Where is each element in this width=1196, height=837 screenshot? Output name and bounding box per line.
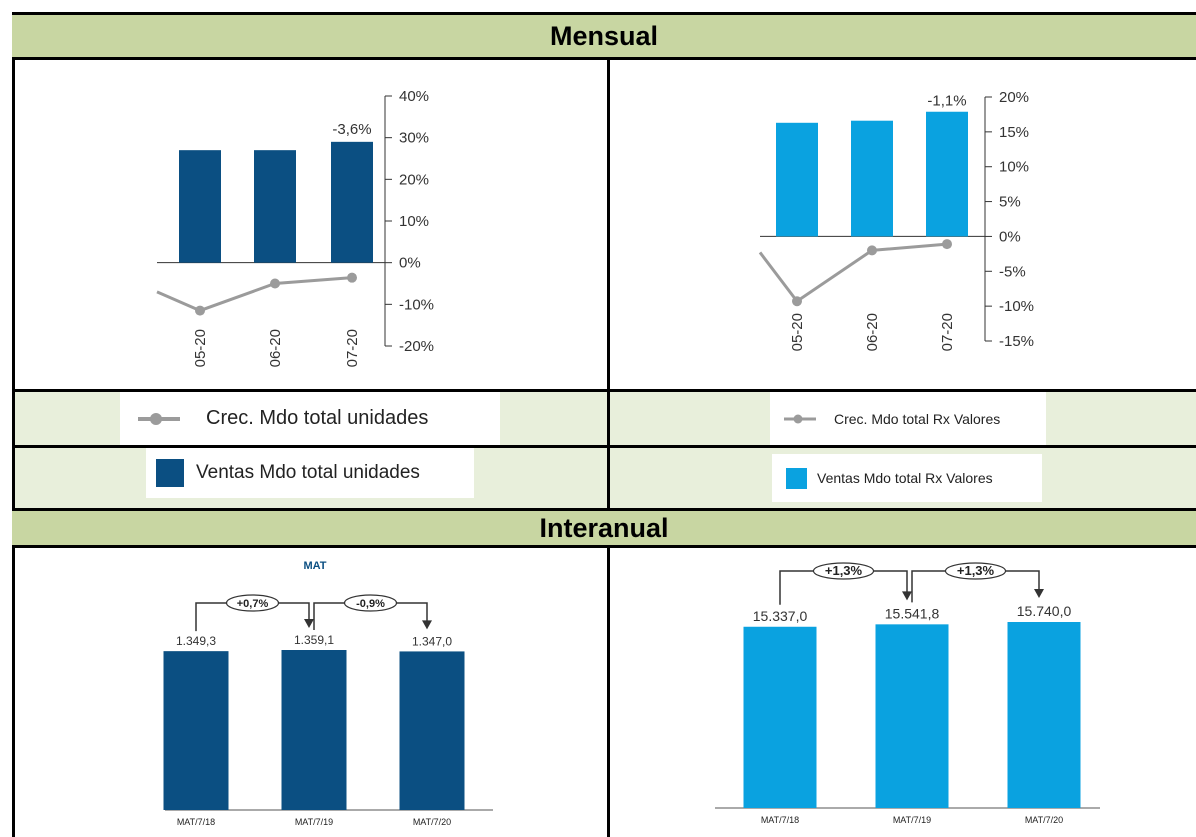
legend-line-marker [784,414,816,423]
change-arrowhead [422,620,432,630]
category-label: 06-20 [267,329,284,367]
category-label: MAT/7/19 [295,817,333,827]
category-label: MAT/7/19 [893,815,931,825]
legend-label-units-bar: Ventas Mdo total unidades [196,462,420,483]
bar-07-20 [926,111,968,237]
change-arrowhead [1034,589,1044,598]
change-label: +1,3% [957,563,995,578]
category-label: MAT/7/20 [413,817,451,827]
y-tick-label: -10% [399,296,434,313]
legend-row-values-bar: Ventas Mdo total Rx Valores [610,448,1196,508]
line-point-05-20 [792,296,802,307]
value-label: 15.740,0 [1017,603,1072,619]
legend-item-values-line: Crec. Mdo total Rx Valores [770,392,1046,445]
bar-MAT/7/18 [163,651,229,810]
y-tick-label: 30% [399,130,429,147]
section-header-annual: Interanual [12,508,1196,548]
legend-row-units-bar: Ventas Mdo total unidades [15,448,607,508]
category-label: 07-20 [344,329,361,367]
chart-monthly-units: 40% 30% 20% 10% 0% -10% -20% -3,6% 05-20 06-20 07-… [156,88,434,367]
change-oval [343,594,398,612]
y-tick-label: 0% [399,255,421,272]
row-divider-1 [12,389,1196,392]
data-label-bg [331,118,373,140]
change-arrowhead [304,619,314,628]
category-label: 05-20 [789,313,806,351]
y-tick-label: -10% [999,298,1034,315]
y-tick-label: -15% [999,333,1034,350]
line-point-06-20 [867,245,877,256]
row-divider-2 [12,445,1196,448]
y-tick-label: 15% [999,124,1029,141]
bar-MAT/7/19 [875,624,949,808]
value-label: 15.337,0 [753,608,808,624]
column-divider-bottom [607,548,610,837]
category-label: 07-20 [939,313,956,351]
y-tick-label: 40% [399,88,429,105]
y-tick-label: 10% [399,213,429,230]
change-label: +0,7% [237,598,269,610]
legend-bar-swatch [786,467,807,489]
legend-item-units-line: Crec. Mdo total unidades [120,392,500,445]
bar-06-20 [851,120,893,237]
line-point-07-20 [347,272,357,283]
value-label: 1.347,0 [412,634,452,648]
y-tick-label: 5% [999,194,1021,211]
change-oval [944,562,1007,580]
line-point-05-20 [195,305,205,316]
value-label: 1.359,1 [294,633,334,647]
category-label: 05-20 [192,329,209,367]
y-tick-label: 20% [399,171,429,188]
category-label: MAT/7/18 [177,817,215,827]
bar-MAT/7/18 [743,626,817,808]
section-header-monthly: Mensual [12,12,1196,60]
bar-05-20 [776,122,818,237]
legend-row-values-line: Crec. Mdo total Rx Valores [610,392,1196,445]
chart-annual-units: MAT 1.349,3 MAT/7/18 1.359,1 MAT/7/19 1.347,0… [163,560,493,827]
category-label: MAT/7/20 [1025,815,1063,825]
value-label: 1.349,3 [176,634,216,648]
growth-line [758,242,948,304]
data-label: -3,6% [332,121,371,138]
bar-07-20 [331,141,373,263]
change-label: -0,9% [356,598,385,610]
y-tick-label: 0% [999,228,1021,245]
change-label: +1,3% [825,563,863,578]
chart-monthly-values: 20% 15% 10% 5% 0% -5% -10% -15% -1,1% 05-20 06-20 0… [758,89,1034,351]
growth-line [156,276,353,313]
bar-MAT/7/19 [281,650,347,810]
chart-annual-values: 15.337,0 MAT/7/18 15.541,8 MAT/7/19 15.740,0… [715,562,1100,825]
change-oval [225,594,280,612]
annual-title: Interanual [539,513,669,543]
column-divider-top [607,60,610,508]
change-oval [812,562,875,580]
y-tick-label: 20% [999,89,1029,106]
monthly-title: Mensual [549,21,659,51]
data-label: -1,1% [927,93,966,110]
chart-title: MAT [303,560,326,572]
legend-label-values-bar: Ventas Mdo total Rx Valores [817,470,993,486]
line-point-07-20 [942,239,952,250]
bar-05-20 [179,150,221,263]
y-tick-label: 10% [999,159,1029,176]
y-tick-label: -5% [999,263,1026,280]
category-label: 06-20 [864,313,881,351]
change-arrowhead [902,591,912,601]
bar-06-20 [254,150,296,263]
legend-label-units-line: Crec. Mdo total unidades [206,407,429,429]
legend-line-marker [138,412,180,425]
category-label: MAT/7/18 [761,815,799,825]
legend-bar-swatch [156,459,184,487]
line-point-06-20 [270,278,280,289]
legend-item-values-bar: Ventas Mdo total Rx Valores [772,454,1042,502]
data-label-bg [926,90,968,112]
legend-label-values-line: Crec. Mdo total Rx Valores [834,410,1001,427]
value-label: 15.541,8 [885,605,940,621]
legend-row-units-line: Crec. Mdo total unidades [15,392,607,445]
legend-item-units-bar: Ventas Mdo total unidades [146,448,474,498]
bar-MAT/7/20 [1007,622,1081,808]
y-tick-label: -20% [399,338,434,355]
bar-MAT/7/20 [399,651,465,810]
